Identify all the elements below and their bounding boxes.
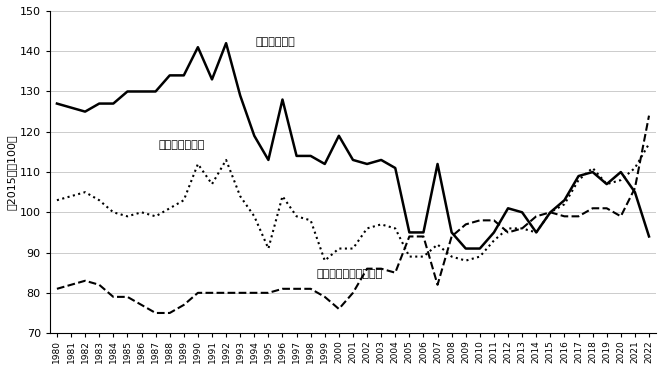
Text: 農産物価格指数: 農産物価格指数 (159, 140, 206, 150)
Text: 農業生産資材価格指数: 農業生産資材価格指数 (317, 269, 383, 279)
Text: 交易条件指数: 交易条件指数 (256, 37, 296, 47)
Y-axis label: （2015年＝100）: （2015年＝100） (7, 134, 17, 210)
